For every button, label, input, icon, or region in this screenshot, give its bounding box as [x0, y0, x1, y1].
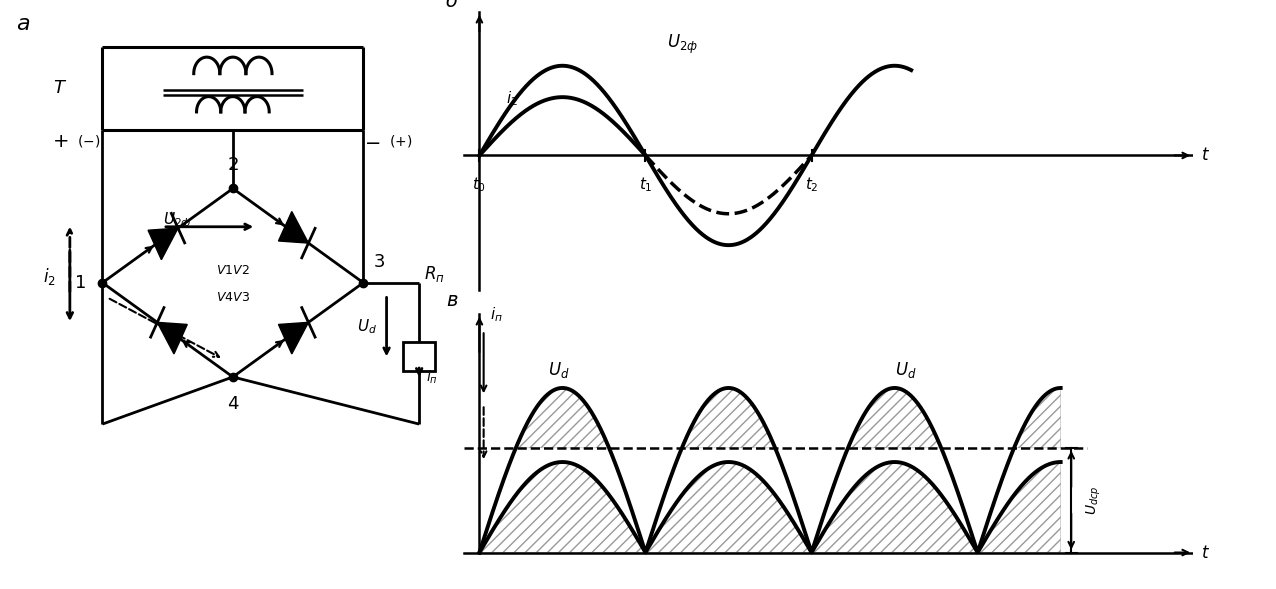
Text: $i_{п}$: $i_{п}$ — [490, 305, 503, 323]
Text: $в$: $в$ — [445, 291, 458, 310]
Text: $V4V3$: $V4V3$ — [216, 291, 250, 304]
Text: $1$: $1$ — [74, 274, 87, 292]
Text: $б$: $б$ — [445, 0, 458, 11]
Text: $U_d$: $U_d$ — [549, 360, 570, 380]
Polygon shape — [157, 322, 188, 354]
Text: $T$: $T$ — [54, 80, 68, 97]
Text: $U_{2ф}$: $U_{2ф}$ — [666, 32, 698, 56]
Text: $i_{п}$: $i_{п}$ — [426, 368, 438, 386]
Bar — [403, 342, 435, 371]
Text: $i_2$: $i_2$ — [505, 90, 518, 108]
Text: $U_{2ф}$: $U_{2ф}$ — [163, 211, 191, 231]
Text: $t_0$: $t_0$ — [472, 175, 486, 194]
Text: $t_1$: $t_1$ — [638, 175, 652, 194]
Text: $4$: $4$ — [227, 395, 239, 413]
Text: $U_{dср}$: $U_{dср}$ — [1085, 485, 1102, 515]
Text: $t$: $t$ — [1201, 147, 1210, 164]
Text: $-$: $-$ — [365, 132, 380, 151]
Text: $(-)$: $(-)$ — [77, 133, 100, 150]
Text: $+$: $+$ — [52, 132, 69, 151]
Text: $3$: $3$ — [373, 253, 384, 271]
Text: $(+)$: $(+)$ — [389, 133, 412, 150]
Text: $i_2$: $i_2$ — [43, 266, 56, 287]
Text: $U_{d~}$: $U_{d~}$ — [894, 360, 916, 380]
Polygon shape — [148, 228, 179, 260]
Text: $R_{п}$: $R_{п}$ — [424, 264, 444, 284]
Polygon shape — [278, 322, 309, 354]
Text: $2$: $2$ — [227, 155, 239, 174]
Text: $t_2$: $t_2$ — [805, 175, 818, 194]
Text: $t$: $t$ — [1201, 544, 1210, 561]
Text: $a$: $a$ — [17, 14, 31, 34]
Text: $U_d$: $U_d$ — [357, 317, 378, 336]
Polygon shape — [278, 211, 309, 243]
Text: $V1V2$: $V1V2$ — [216, 264, 250, 277]
